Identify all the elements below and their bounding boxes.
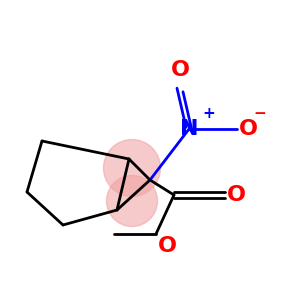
Text: O: O xyxy=(170,59,190,80)
Circle shape xyxy=(103,140,160,196)
Text: +: + xyxy=(202,106,215,121)
Text: −: − xyxy=(254,106,266,122)
Text: O: O xyxy=(158,236,176,256)
Circle shape xyxy=(106,176,158,226)
Text: O: O xyxy=(238,119,257,139)
Text: O: O xyxy=(226,185,245,205)
Text: N: N xyxy=(180,119,198,139)
